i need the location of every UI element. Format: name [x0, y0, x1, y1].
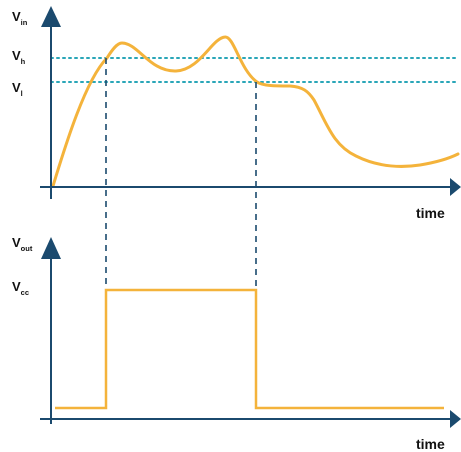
vout-label: Vout	[12, 235, 33, 253]
input-y-axis-arrow	[41, 6, 61, 27]
output-y-axis-arrow	[41, 237, 61, 259]
input-plot: Vin Vh Vl time	[12, 6, 461, 221]
vcc-label: Vcc	[12, 279, 29, 297]
vl-label: Vl	[12, 80, 23, 98]
vh-label: Vh	[12, 48, 26, 66]
transition-guides	[106, 58, 256, 290]
output-signal-pulse	[55, 290, 444, 408]
output-plot: Vout Vcc time	[12, 235, 461, 452]
output-x-axis-arrow	[450, 410, 461, 428]
input-x-axis-arrow	[450, 178, 461, 196]
vin-label: Vin	[12, 9, 28, 27]
input-time-label: time	[416, 205, 445, 221]
output-time-label: time	[416, 436, 445, 452]
